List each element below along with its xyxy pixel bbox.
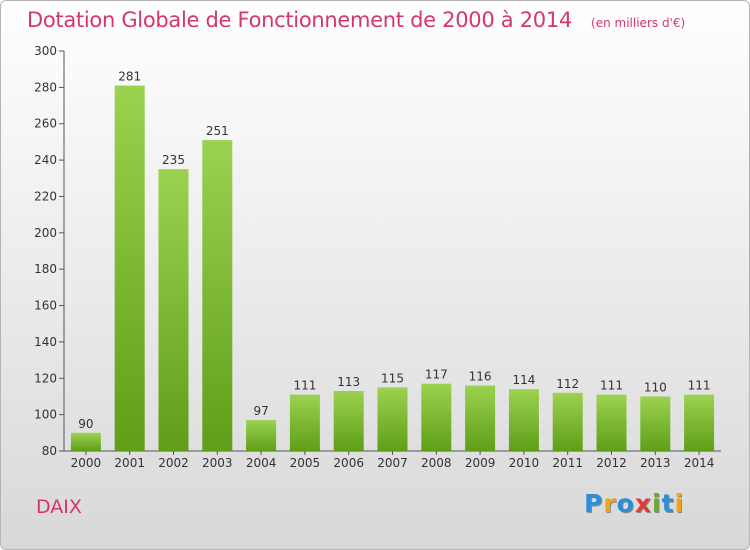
x-tick-label: 2009: [465, 456, 496, 470]
bar: [333, 391, 364, 451]
bar: [70, 432, 101, 451]
bar: [465, 385, 496, 451]
bar: [114, 85, 145, 451]
y-tick-label: 140: [34, 335, 57, 349]
data-label: 111: [293, 379, 316, 393]
y-tick-label: 160: [34, 299, 57, 313]
axes: 80 100 120 140 160 180 200 220 240 260 280 300 2000 2…: [34, 44, 721, 470]
data-label: 111: [600, 379, 623, 393]
y-tick-label: 100: [34, 408, 57, 422]
bar: [289, 394, 320, 451]
x-tick-label: 2000: [71, 456, 102, 470]
data-label: 110: [644, 380, 667, 394]
bar: [421, 383, 452, 451]
logo-letter: r: [603, 489, 617, 518]
x-tick-label: 2006: [333, 456, 364, 470]
y-tick-label: 80: [42, 444, 57, 458]
bar: [552, 392, 583, 451]
chart-title: Dotation Globale de Fonctionnement de 20…: [27, 8, 572, 32]
x-tick-label: 2012: [596, 456, 627, 470]
bars: 90 281 235 251 97 111 113 115 117 116 114 112 111 110…: [70, 70, 715, 451]
logo-letter: i: [674, 489, 685, 518]
data-label: 97: [253, 404, 268, 418]
data-label: 251: [206, 124, 229, 138]
data-label: 113: [337, 375, 360, 389]
bar: [158, 169, 189, 451]
x-tick-label: 2007: [377, 456, 408, 470]
x-tick-label: 2005: [290, 456, 321, 470]
data-label: 90: [78, 417, 93, 431]
data-label: 112: [556, 377, 579, 391]
y-tick-label: 180: [34, 262, 57, 276]
x-tick-label: 2002: [158, 456, 189, 470]
x-tick-label: 2001: [114, 456, 145, 470]
data-label: 281: [118, 70, 141, 84]
data-label: 115: [381, 371, 404, 385]
proxiti-logo: Proxiti: [584, 489, 684, 518]
logo-letter: o: [616, 489, 635, 518]
place-name: DAIX: [36, 496, 82, 518]
y-tick-label: 240: [34, 153, 57, 167]
logo-letter: x: [634, 489, 652, 518]
data-label: 117: [425, 368, 448, 382]
bar: [596, 394, 627, 451]
y-tick-label: 280: [34, 80, 57, 94]
logo-letter: t: [661, 489, 675, 518]
y-tick-label: 260: [34, 117, 57, 131]
data-label: 235: [162, 153, 185, 167]
bar: [202, 140, 233, 451]
y-tick-label: 300: [34, 44, 57, 58]
x-tick-label: 2010: [509, 456, 540, 470]
bar: [246, 420, 277, 451]
x-tick-label: 2013: [640, 456, 671, 470]
y-tick-label: 120: [34, 371, 57, 385]
bar: [377, 387, 408, 451]
logo-letter: i: [652, 489, 662, 518]
x-tick-label: 2008: [421, 456, 452, 470]
data-label: 116: [469, 370, 492, 384]
bar: [640, 396, 671, 451]
data-label: 111: [688, 379, 711, 393]
bar: [508, 389, 539, 451]
bar: [684, 394, 715, 451]
logo-letter: P: [584, 489, 604, 518]
chart-unit: (en milliers d'€): [591, 16, 686, 30]
y-tick-label: 200: [34, 226, 57, 240]
x-tick-label: 2011: [552, 456, 583, 470]
data-label: 114: [512, 373, 535, 387]
x-tick-label: 2004: [246, 456, 277, 470]
x-tick-label: 2014: [684, 456, 715, 470]
title-row: Dotation Globale de Fonctionnement de 20…: [27, 8, 685, 32]
x-tick-label: 2003: [202, 456, 233, 470]
y-tick-label: 220: [34, 189, 57, 203]
